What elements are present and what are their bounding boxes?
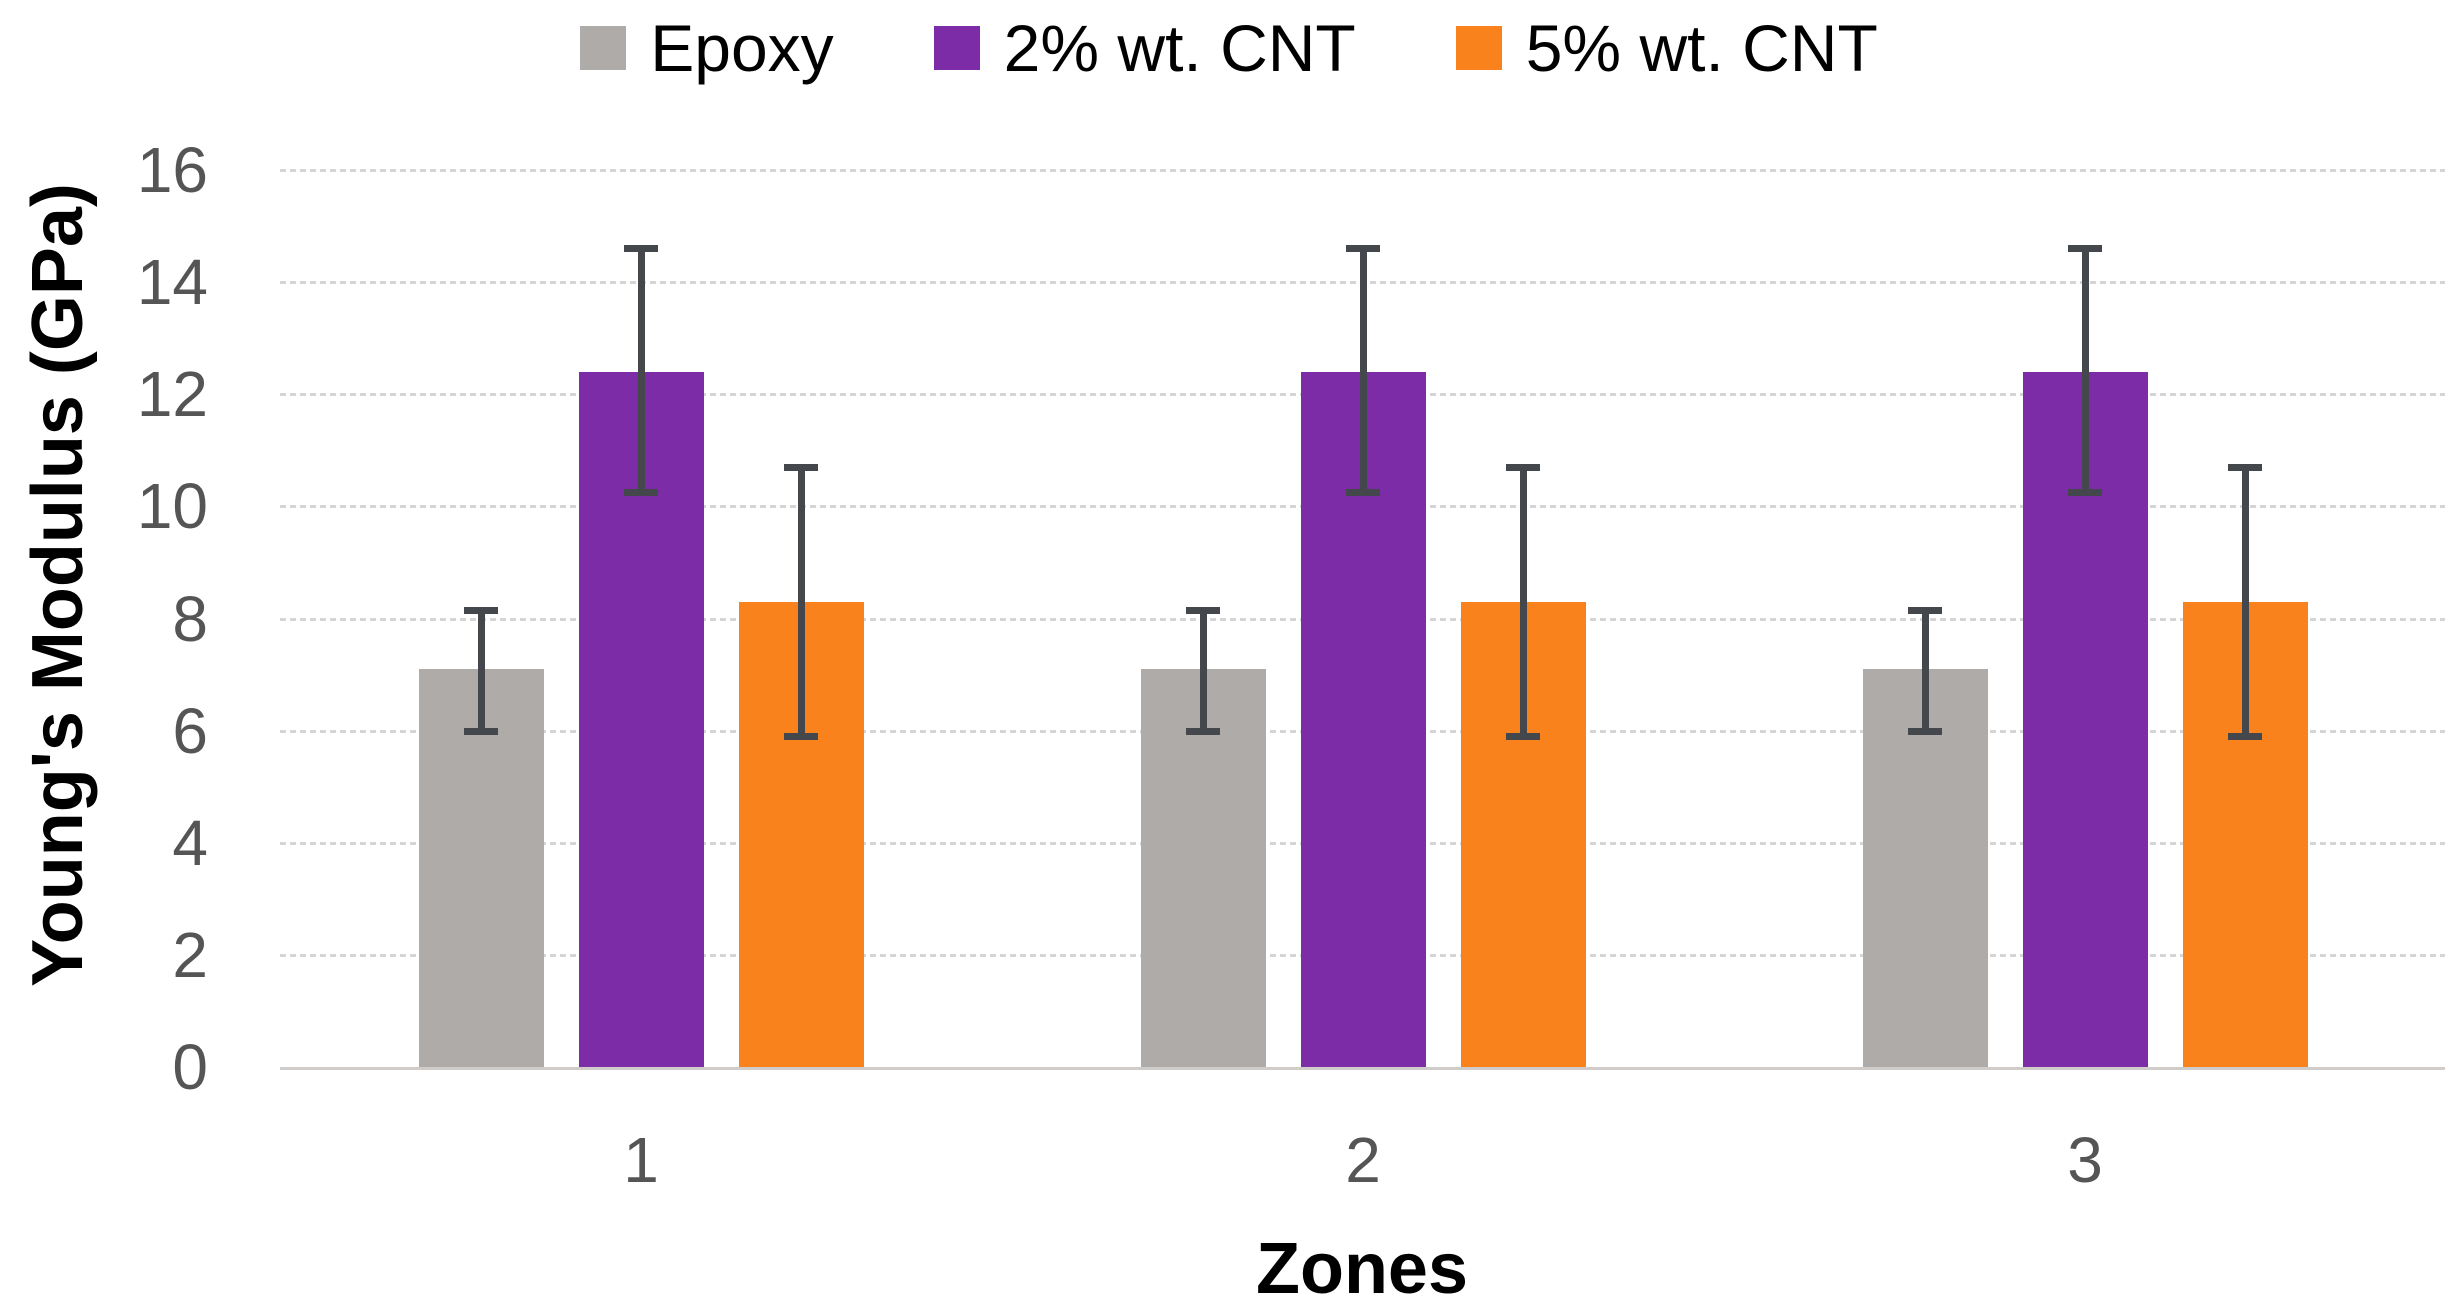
error-bar-2-wt-cnt-zone-1-bottom-cap: [624, 489, 658, 496]
x-category-label-3: 3: [2067, 1124, 2103, 1196]
error-bar-epoxy-zone-2-top-cap: [1186, 607, 1220, 614]
error-bar-5-wt-cnt-zone-3-top-cap: [2228, 464, 2262, 471]
y-tick-label-14: 14: [136, 246, 208, 318]
error-bar-5-wt-cnt-zone-2: [1520, 467, 1527, 736]
bar-epoxy-zone-1: [419, 669, 544, 1067]
error-bar-2-wt-cnt-zone-1-top-cap: [624, 245, 658, 252]
legend-label: 5% wt. CNT: [1525, 11, 1878, 85]
y-tick-label-4: 4: [172, 807, 208, 879]
y-tick-label-6: 6: [172, 695, 208, 767]
gridline-16: [280, 169, 2445, 172]
y-tick-label-10: 10: [136, 470, 208, 542]
error-bar-epoxy-zone-2: [1200, 610, 1207, 731]
legend-swatch-5-wt-cnt: [1455, 26, 1502, 70]
legend-label: 2% wt. CNT: [1003, 11, 1356, 85]
x-axis-title: Zones: [1255, 1229, 1469, 1309]
error-bar-5-wt-cnt-zone-1-top-cap: [784, 464, 818, 471]
error-bar-epoxy-zone-1: [478, 610, 485, 731]
x-category-label-1: 1: [623, 1124, 659, 1196]
legend-item-epoxy: Epoxy: [580, 11, 834, 85]
error-bar-epoxy-zone-3: [1922, 610, 1929, 731]
error-bar-2-wt-cnt-zone-2-bottom-cap: [1346, 489, 1380, 496]
error-bar-5-wt-cnt-zone-1-bottom-cap: [784, 733, 818, 740]
x-category-label-2: 2: [1345, 1124, 1381, 1196]
legend-swatch-2-wt-cnt: [933, 26, 980, 70]
y-tick-label-12: 12: [136, 358, 208, 430]
error-bar-5-wt-cnt-zone-2-top-cap: [1506, 464, 1540, 471]
error-bar-2-wt-cnt-zone-2-top-cap: [1346, 245, 1380, 252]
legend-swatch-epoxy: [580, 26, 627, 70]
y-tick-label-0: 0: [172, 1031, 208, 1103]
error-bar-2-wt-cnt-zone-3-top-cap: [2068, 245, 2102, 252]
y-tick-label-8: 8: [172, 583, 208, 655]
error-bar-epoxy-zone-1-bottom-cap: [464, 728, 498, 735]
error-bar-epoxy-zone-1-top-cap: [464, 607, 498, 614]
bar-epoxy-zone-2: [1141, 669, 1266, 1067]
error-bar-5-wt-cnt-zone-2-bottom-cap: [1506, 733, 1540, 740]
error-bar-2-wt-cnt-zone-3: [2082, 248, 2089, 492]
error-bar-epoxy-zone-3-bottom-cap: [1908, 728, 1942, 735]
error-bar-2-wt-cnt-zone-3-bottom-cap: [2068, 489, 2102, 496]
legend-label: Epoxy: [650, 11, 834, 85]
error-bar-5-wt-cnt-zone-3: [2242, 467, 2249, 736]
y-tick-label-2: 2: [172, 919, 208, 991]
legend-item-2-wt-cnt: 2% wt. CNT: [933, 11, 1356, 85]
error-bar-2-wt-cnt-zone-2: [1360, 248, 1367, 492]
y-tick-label-16: 16: [136, 134, 208, 206]
x-axis-line: [280, 1067, 2445, 1070]
bar-epoxy-zone-3: [1863, 669, 1988, 1067]
error-bar-epoxy-zone-2-bottom-cap: [1186, 728, 1220, 735]
chart-legend: Epoxy 2% wt. CNT 5% wt. CNT: [0, 8, 2458, 88]
legend-item-5-wt-cnt: 5% wt. CNT: [1455, 11, 1878, 85]
error-bar-5-wt-cnt-zone-1: [798, 467, 805, 736]
error-bar-5-wt-cnt-zone-3-bottom-cap: [2228, 733, 2262, 740]
error-bar-epoxy-zone-3-top-cap: [1908, 607, 1942, 614]
error-bar-2-wt-cnt-zone-1: [638, 248, 645, 492]
